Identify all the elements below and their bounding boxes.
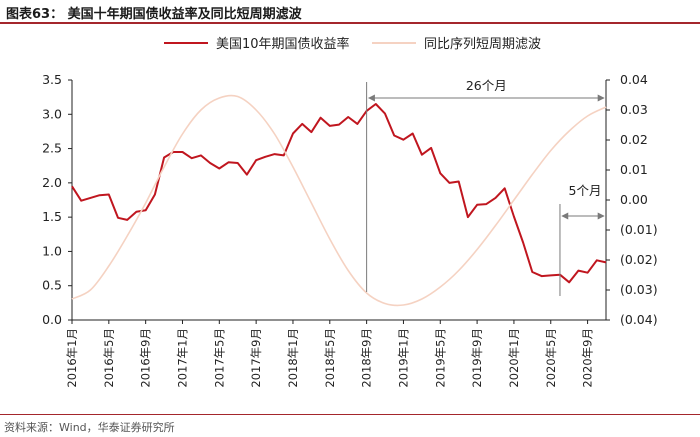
x-tick-label: 2020年5月 <box>544 328 558 388</box>
y-left-tick-label: 3.0 <box>42 106 62 121</box>
y-left-tick-label: 1.0 <box>42 243 62 258</box>
x-tick-label: 2018年9月 <box>360 328 374 388</box>
x-tick-label: 2017年5月 <box>212 328 226 388</box>
title-rule <box>0 22 700 24</box>
x-tick-label: 2016年1月 <box>65 328 79 388</box>
y-right-tick-label: (0.02) <box>620 252 658 267</box>
x-tick-label: 2016年9月 <box>139 328 153 388</box>
legend-label-yield: 美国10年期国债收益率 <box>216 37 350 52</box>
y-right-tick-label: 0.04 <box>620 72 648 87</box>
y-right-tick-label: (0.01) <box>620 222 658 237</box>
annotations: 26个月 5个月 <box>366 78 605 296</box>
axes: 0.0 0.5 1.0 1.5 2.0 2.5 3.0 3.5 0.04 0.03 0.02 0.01… <box>42 72 657 388</box>
x-tick-label: 2020年9月 <box>581 328 595 388</box>
y-right-tick-label: 0.03 <box>620 102 648 117</box>
y-left-tick-label: 2.0 <box>42 175 62 190</box>
y-right-tick-label: (0.03) <box>620 282 658 297</box>
y-left-tick-label: 3.5 <box>42 72 62 87</box>
chart-legend: 美国10年期国债收益率 同比序列短周期滤波 <box>0 33 700 53</box>
legend-label-filter: 同比序列短周期滤波 <box>424 37 542 52</box>
x-tick-label: 2017年1月 <box>175 328 189 388</box>
y-left-tick-label: 2.5 <box>42 141 62 156</box>
x-tick-label: 2018年1月 <box>286 328 300 388</box>
x-tick-label: 2017年9月 <box>249 328 263 388</box>
x-tick-label: 2019年9月 <box>470 328 484 388</box>
x-tick-label: 2019年5月 <box>433 328 447 388</box>
source-note: 资料来源：Wind，华泰证券研究所 <box>4 421 175 434</box>
y-right-tick-label: 0.02 <box>620 132 648 147</box>
legend-item-yield: 美国10年期国债收益率 <box>164 33 350 52</box>
legend-swatch-yield <box>164 41 208 44</box>
legend-item-filter: 同比序列短周期滤波 <box>372 33 541 52</box>
figure-title: 图表63： 美国十年期国债收益率及同比短周期滤波 <box>6 7 302 22</box>
legend-swatch-filter <box>372 41 416 44</box>
x-tick-label: 2018年5月 <box>323 328 337 388</box>
annotation-26m-label: 26个月 <box>466 78 507 93</box>
y-right-tick-label: (0.04) <box>620 312 658 327</box>
series-line-filter <box>71 94 607 307</box>
series-line-yield <box>71 103 607 284</box>
x-tick-label: 2016年5月 <box>102 328 116 388</box>
y-right-tick-label: 0.01 <box>620 162 648 177</box>
y-left-tick-label: 0.5 <box>42 278 62 293</box>
y-left-tick-label: 1.5 <box>42 209 62 224</box>
y-right-tick-label: 0.00 <box>620 192 648 207</box>
x-tick-label: 2019年1月 <box>396 328 410 388</box>
series-lines <box>71 94 607 307</box>
source-rule <box>0 414 700 415</box>
y-left-tick-label: 0.0 <box>42 312 62 327</box>
annotation-5m-label: 5个月 <box>569 183 602 198</box>
x-tick-label: 2020年1月 <box>507 328 521 388</box>
